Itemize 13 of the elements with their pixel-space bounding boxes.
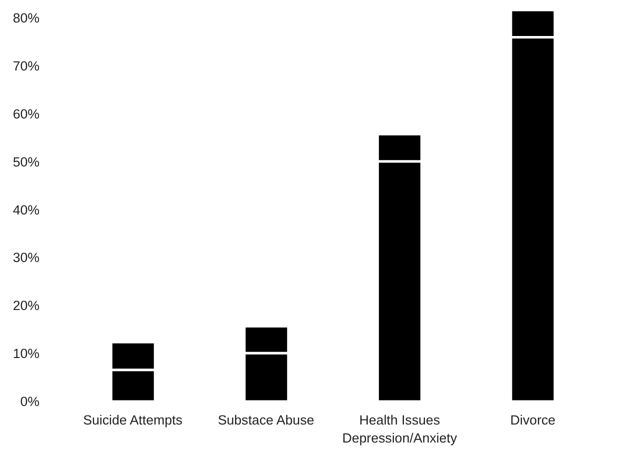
y-tick-label: 40% bbox=[12, 202, 40, 218]
y-tick-label: 20% bbox=[12, 298, 40, 314]
y-tick-label: 70% bbox=[12, 58, 40, 74]
y-tick-label: 0% bbox=[20, 394, 40, 409]
y-tick-label: 80% bbox=[12, 10, 40, 26]
y-tick-label: 60% bbox=[12, 106, 40, 122]
y-tick-label: 30% bbox=[12, 250, 40, 266]
y-tick-label: 50% bbox=[12, 154, 40, 170]
x-tick-label: Suicide Attempts bbox=[83, 412, 183, 428]
x-tick-label: Health Issues Depression/Anxiety bbox=[342, 412, 458, 446]
x-tick-label: Divorce bbox=[510, 412, 556, 428]
y-tick-label: 10% bbox=[12, 346, 40, 362]
x-tick-label: Substace Abuse bbox=[218, 412, 314, 428]
